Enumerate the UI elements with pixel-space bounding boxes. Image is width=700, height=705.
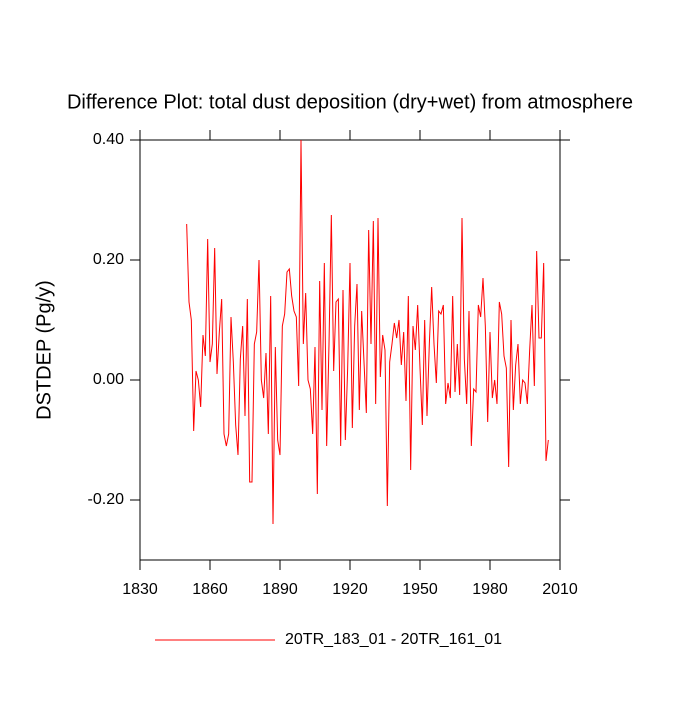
- legend-label: 20TR_183_01 - 20TR_161_01: [285, 631, 502, 648]
- chart-title: Difference Plot: total dust deposition (…: [67, 91, 633, 113]
- y-axis-label: DSTDEP (Pg/y): [33, 280, 55, 420]
- x-tick-label: 1830: [122, 581, 158, 598]
- y-tick-label: 0.40: [93, 131, 124, 148]
- x-tick-label: 1890: [262, 581, 298, 598]
- x-tick-label: 1920: [332, 581, 368, 598]
- y-tick-label: 0.00: [93, 371, 124, 388]
- x-tick-label: 1980: [472, 581, 508, 598]
- data-line: [186, 139, 549, 525]
- x-tick-label: 1860: [192, 581, 228, 598]
- y-tick-label: 0.20: [93, 251, 124, 268]
- x-tick-label: 2010: [542, 581, 578, 598]
- y-tick-label: -0.20: [88, 491, 125, 508]
- x-tick-label: 1950: [402, 581, 438, 598]
